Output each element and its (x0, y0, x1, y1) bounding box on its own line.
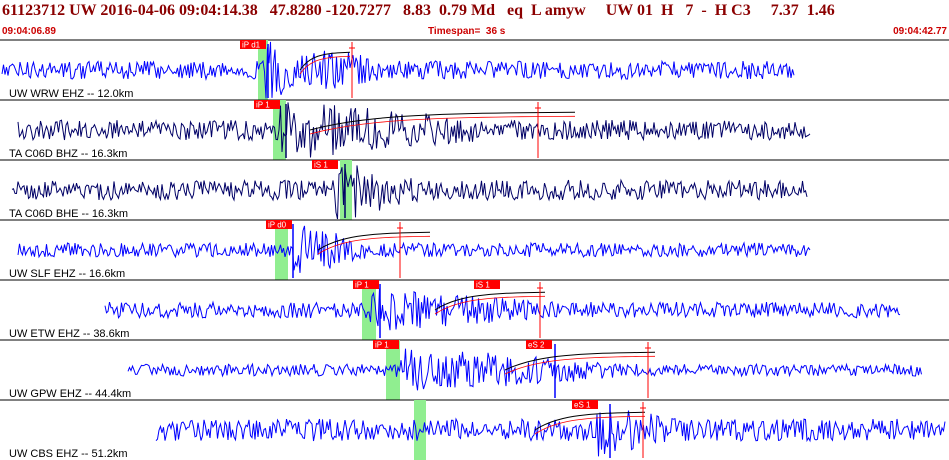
pick-window (258, 40, 268, 100)
coda-decay-curve (534, 411, 646, 431)
trace-panel[interactable]: iP d0 UW SLF EHZ -- 16.6km (0, 219, 949, 280)
trace-panel[interactable]: iP 1 iS 1 UW ETW EHZ -- 38.6km (0, 279, 949, 340)
phase-pick-tag[interactable]: eS 2 (526, 340, 552, 350)
station-label: UW WRW EHZ -- 12.0km (9, 88, 133, 100)
coda-decay-curve (317, 231, 431, 251)
phase-tag-box (373, 340, 399, 349)
station-label: UW CBS EHZ -- 51.2km (9, 448, 128, 460)
phase-pick-tag[interactable]: iP d1 (240, 40, 266, 50)
phase-tag-box (474, 280, 500, 289)
phase-tag-label: iS 1 (476, 281, 490, 290)
coda-fit-curve (504, 355, 656, 375)
event-summary-line: 61123712 UW 2016-04-06 09:04:14.38 47.82… (2, 2, 835, 19)
phase-tag-label: iS 1 (314, 161, 328, 170)
phase-pick-tag[interactable]: iP d0 (266, 220, 292, 230)
pick-window (386, 340, 400, 400)
coda-fit-curve (309, 115, 576, 135)
phase-tag-box (254, 100, 280, 109)
waveform-trace (17, 102, 811, 158)
trace-panel[interactable]: iP 1 TA C06D BHZ -- 16.3km (0, 99, 949, 160)
waveform-trace (155, 410, 946, 457)
phase-pick-tag[interactable]: iP 1 (254, 100, 280, 110)
coda-decay-curve (309, 111, 576, 131)
phase-tag-label: iP d0 (268, 221, 287, 230)
event-header: 61123712 UW 2016-04-06 09:04:14.38 47.82… (0, 0, 949, 38)
trace-panel[interactable]: eS 1 UW CBS EHZ -- 51.2km (0, 399, 949, 460)
station-label: TA C06D BHE -- 16.3km (9, 208, 128, 220)
waveform-trace (104, 288, 901, 331)
station-label: UW ETW EHZ -- 38.6km (9, 328, 129, 340)
phase-tag-box (353, 280, 379, 289)
phase-pick-tag[interactable]: iS 1 (474, 280, 500, 290)
trace-panel[interactable]: iP 1 eS 2 UW GPW EHZ -- 44.4km (0, 339, 949, 400)
phase-tag-box (312, 160, 338, 169)
phase-pick-tag[interactable]: iP 1 (353, 280, 379, 290)
waveform-trace (17, 225, 811, 273)
coda-fit-curve (317, 235, 431, 255)
coda-fit-curve (434, 295, 546, 315)
station-label: TA C06D BHZ -- 16.3km (9, 148, 127, 160)
station-label: UW GPW EHZ -- 44.4km (9, 388, 131, 400)
coda-decay-curve (504, 351, 656, 371)
coda-decay-curve (299, 51, 351, 71)
waveform-trace (11, 165, 808, 220)
coda-fit-curve (534, 415, 646, 435)
phase-pick-tag[interactable]: iS 1 (312, 160, 338, 170)
coda-decay-curve (434, 291, 546, 311)
waveform-trace (1, 41, 795, 99)
waveform-trace (127, 348, 922, 391)
phase-tag-box (572, 400, 598, 409)
phase-tag-box (526, 340, 552, 349)
phase-tag-label: iP d1 (242, 41, 261, 50)
phase-tag-box (240, 40, 266, 49)
start-time-label: 09:04:06.89 (2, 26, 56, 37)
trace-panel[interactable]: iS 1 TA C06D BHE -- 16.3km (0, 159, 949, 220)
phase-tag-label: eS 1 (574, 401, 591, 410)
phase-pick-tag[interactable]: iP 1 (373, 340, 399, 350)
timespan-label: Timespan= 36 s (428, 26, 506, 37)
coda-fit-curve (299, 55, 351, 75)
phase-tag-box (266, 220, 292, 229)
phase-tag-label: iP 1 (256, 101, 270, 110)
station-label: UW SLF EHZ -- 16.6km (9, 268, 125, 280)
phase-tag-label: iP 1 (355, 281, 369, 290)
trace-panel[interactable]: iP d1 UW WRW EHZ -- 12.0km (0, 39, 949, 100)
phase-tag-label: eS 2 (528, 341, 545, 350)
end-time-label: 09:04:42.77 (893, 26, 947, 37)
phase-pick-tag[interactable]: eS 1 (572, 400, 598, 410)
phase-tag-label: iP 1 (375, 341, 389, 350)
